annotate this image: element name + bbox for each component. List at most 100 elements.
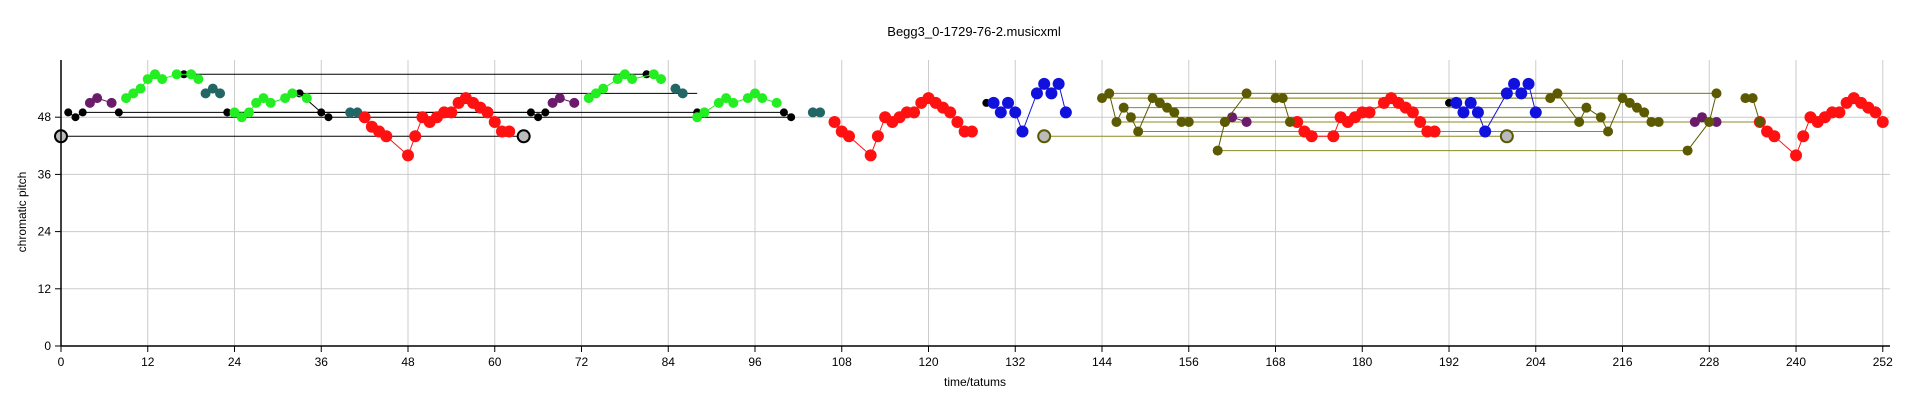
note-point xyxy=(1305,130,1318,143)
note-point xyxy=(787,113,796,122)
note-point xyxy=(223,108,232,117)
note-point xyxy=(1603,126,1614,137)
note-point xyxy=(1545,93,1556,104)
note-point xyxy=(1833,106,1846,119)
note-point xyxy=(1682,145,1693,156)
note-point xyxy=(1876,115,1889,128)
note-point xyxy=(1162,102,1173,113)
note-point xyxy=(750,88,761,99)
y-tick-label: 48 xyxy=(38,110,52,124)
y-axis-label: chromatic pitch xyxy=(15,172,29,253)
note-point xyxy=(994,106,1007,119)
note-point xyxy=(526,108,535,117)
note-point xyxy=(699,107,710,118)
note-point xyxy=(1154,97,1165,108)
note-point xyxy=(1631,102,1642,113)
note-point xyxy=(215,88,226,99)
note-point xyxy=(106,97,117,108)
note-point xyxy=(258,93,269,104)
note-point xyxy=(1508,77,1521,90)
note-point xyxy=(1016,125,1029,138)
x-tick-label: 12 xyxy=(141,355,155,369)
note-point xyxy=(1038,77,1051,90)
note-point xyxy=(1704,116,1715,127)
held-note-point xyxy=(1037,129,1052,144)
x-axis-label: time/tatums xyxy=(944,375,1006,389)
note-point xyxy=(481,106,494,119)
note-point xyxy=(1754,116,1765,127)
note-point xyxy=(265,97,276,108)
note-point xyxy=(207,83,218,94)
note-point xyxy=(1097,93,1108,104)
note-point xyxy=(1457,106,1470,119)
note-point xyxy=(1183,116,1194,127)
note-point xyxy=(1169,107,1180,118)
note-point xyxy=(598,83,609,94)
note-point xyxy=(1052,77,1065,90)
note-point xyxy=(301,93,312,104)
note-point xyxy=(1147,93,1158,104)
note-point xyxy=(547,97,558,108)
note-point xyxy=(742,93,753,104)
note-point xyxy=(951,115,964,128)
note-point xyxy=(251,97,262,108)
note-point xyxy=(944,106,957,119)
note-point xyxy=(171,69,182,80)
note-point xyxy=(713,97,724,108)
note-point xyxy=(569,97,580,108)
x-tick-label: 72 xyxy=(575,355,589,369)
note-point xyxy=(280,93,291,104)
note-point xyxy=(345,107,356,118)
note-point xyxy=(1219,116,1230,127)
melody-segment xyxy=(1484,93,1508,132)
x-tick-label: 252 xyxy=(1873,355,1893,369)
note-point xyxy=(1059,106,1072,119)
note-point xyxy=(445,106,458,119)
note-point xyxy=(1595,112,1606,123)
note-point xyxy=(121,93,132,104)
note-point xyxy=(1104,88,1115,99)
note-point xyxy=(1869,106,1882,119)
melody-segment xyxy=(1022,93,1038,132)
note-point xyxy=(871,130,884,143)
note-series xyxy=(54,69,1889,162)
note-point xyxy=(1118,102,1129,113)
x-tick-label: 0 xyxy=(58,355,65,369)
note-point xyxy=(1327,130,1340,143)
note-point xyxy=(380,130,393,143)
note-point xyxy=(1479,125,1492,138)
note-point xyxy=(1009,106,1022,119)
note-point xyxy=(1711,88,1722,99)
note-point xyxy=(1515,87,1528,100)
note-point xyxy=(1639,107,1650,118)
note-point xyxy=(84,97,95,108)
note-point xyxy=(656,74,667,85)
x-tick-label: 48 xyxy=(401,355,415,369)
note-point xyxy=(229,107,240,118)
y-tick-label: 36 xyxy=(38,167,52,181)
note-point xyxy=(1689,116,1700,127)
note-point xyxy=(1270,93,1281,104)
x-tick-label: 36 xyxy=(315,355,329,369)
x-tick-label: 168 xyxy=(1265,355,1285,369)
y-tick-label: 12 xyxy=(38,282,52,296)
melody-segment xyxy=(1557,93,1580,123)
note-point xyxy=(1277,93,1288,104)
note-point xyxy=(619,69,630,80)
note-point xyxy=(627,74,638,85)
note-point xyxy=(128,88,139,99)
note-point xyxy=(1747,93,1758,104)
x-tick-label: 96 xyxy=(748,355,762,369)
note-point xyxy=(1045,87,1058,100)
note-point xyxy=(1363,106,1376,119)
note-point xyxy=(1574,116,1585,127)
melody-segment xyxy=(1607,97,1623,132)
x-tick-label: 60 xyxy=(488,355,502,369)
x-tick-label: 192 xyxy=(1439,355,1459,369)
note-point xyxy=(842,130,855,143)
melody-segment xyxy=(1224,93,1247,123)
chart-title: Begg3_0-1729-76-2.musicxml xyxy=(887,24,1061,39)
note-point xyxy=(358,111,371,124)
melody-segment xyxy=(1137,97,1154,132)
